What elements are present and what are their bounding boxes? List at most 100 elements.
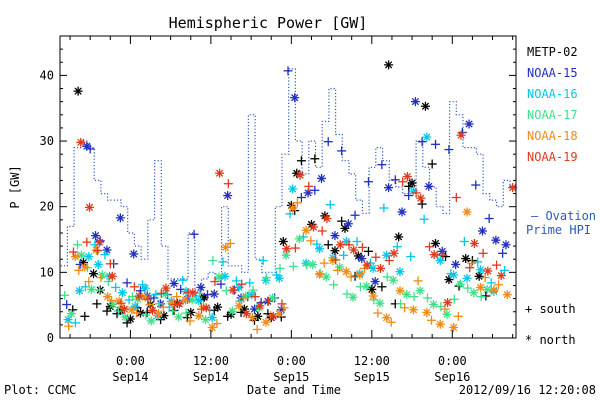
noaa-17-south-point [60,290,70,300]
noaa-19-south-point [331,255,341,265]
noaa-18-south-point [84,277,94,287]
noaa-16-south-point [419,214,429,224]
y-tick-label: 20 [40,200,54,214]
noaa-19-south-point [304,181,314,191]
noaa-18-north-point [341,267,351,277]
noaa-19-north-point [201,303,211,313]
noaa-19-north-point [107,271,117,281]
noaa-16-south-point [245,278,255,288]
noaa-17-north-point [294,234,304,244]
metp-02-south-point [377,282,387,292]
noaa-19-north-point [188,288,198,298]
noaa-18-north-point [382,313,392,323]
noaa-18-north-point [315,269,325,279]
noaa-17-south-point [72,240,82,250]
legend-entry-noaa-19: NOAA-19 [527,150,578,164]
noaa-18-south-point [172,292,182,302]
metp-02-north-point [253,311,263,321]
noaa-19-south-point [411,188,421,198]
noaa-17-north-point [402,290,412,300]
legend-entry-noaa-15: NOAA-15 [527,66,578,80]
noaa-15-south-point [377,160,387,170]
noaa-16-north-point [395,267,405,277]
noaa-19-south-point [82,237,92,247]
noaa-17-south-point [113,306,123,316]
noaa-18-north-point [234,301,244,311]
noaa-19-south-point [223,179,233,189]
noaa-15-north-point [317,173,327,183]
noaa-19-north-point [85,202,95,212]
noaa-15-north-point [196,282,206,292]
noaa-16-south-point [392,242,402,252]
noaa-17-north-point [442,309,452,319]
noaa-17-north-point [120,312,130,322]
noaa-16-north-point [475,265,485,275]
noaa-15-south-point [216,279,226,289]
noaa-18-south-point [373,308,383,318]
noaa-15-south-point [390,175,400,185]
noaa-15-north-point [424,181,434,191]
noaa-19-south-point [317,226,327,236]
noaa-15-north-point [357,254,367,264]
noaa-19-north-point [295,170,305,180]
noaa-18-north-point [80,262,90,272]
x-axis-label: Date and Time [247,383,341,397]
noaa-19-north-point [308,222,318,232]
x-tick-date: Sep14 [193,370,229,384]
noaa-18-south-point [225,238,235,248]
noaa-19-south-point [424,242,434,252]
noaa-18-north-point [221,242,231,252]
noaa-18-south-point [279,303,289,313]
noaa-15-north-point [501,240,511,250]
noaa-17-south-point [463,283,473,293]
noaa-18-north-point [114,296,124,306]
noaa-19-north-point [443,298,453,308]
noaa-19-south-point [398,177,408,187]
metp-02-south-point [169,305,179,315]
north-marker-label: * north [525,333,576,347]
noaa-18-south-point [212,319,222,329]
noaa-19-north-point [456,130,466,140]
metp-02-north-point [340,223,350,233]
noaa-16-north-point [422,132,432,142]
noaa-19-north-point [174,299,184,309]
noaa-19-south-point [93,246,103,256]
noaa-15-north-point [290,93,300,103]
noaa-17-north-point [361,281,371,291]
noaa-18-north-point [207,322,217,332]
noaa-15-north-point [330,231,340,241]
noaa-17-north-point [201,315,211,325]
noaa-16-south-point [258,256,268,266]
noaa-17-north-point [415,286,425,296]
noaa-17-south-point [262,273,272,283]
noaa-16-south-point [473,257,483,267]
noaa-16-south-point [379,203,389,213]
noaa-15-south-point [283,66,293,76]
metp-02-north-point [213,302,223,312]
noaa-17-north-point [429,300,439,310]
ovation-label-line1: — Ovation [531,209,596,223]
noaa-19-south-point [357,242,367,252]
noaa-15-north-point [370,277,380,287]
noaa-17-north-point [482,284,492,294]
noaa-17-north-point [174,312,184,322]
plot-timestamp: 2012/09/16 12:20:08 [459,383,596,397]
noaa-17-south-point [95,285,105,295]
noaa-16-south-point [406,252,416,262]
noaa-15-north-point [91,231,101,241]
noaa-19-south-point [290,243,300,253]
noaa-18-north-point [408,305,418,315]
noaa-19-south-point [143,294,153,304]
x-tick-date: Sep15 [273,370,309,384]
noaa-16-south-point [111,282,121,292]
x-tick-date: Sep16 [434,370,470,384]
noaa-18-south-point [453,311,463,321]
metp-02-north-point [394,232,404,242]
noaa-15-south-point [404,191,414,201]
noaa-17-south-point [449,294,459,304]
noaa-16-south-point [100,250,110,260]
noaa-19-north-point [469,238,479,248]
noaa-18-south-point [64,321,74,331]
noaa-17-south-point [181,308,191,318]
noaa-19-south-point [465,263,475,273]
